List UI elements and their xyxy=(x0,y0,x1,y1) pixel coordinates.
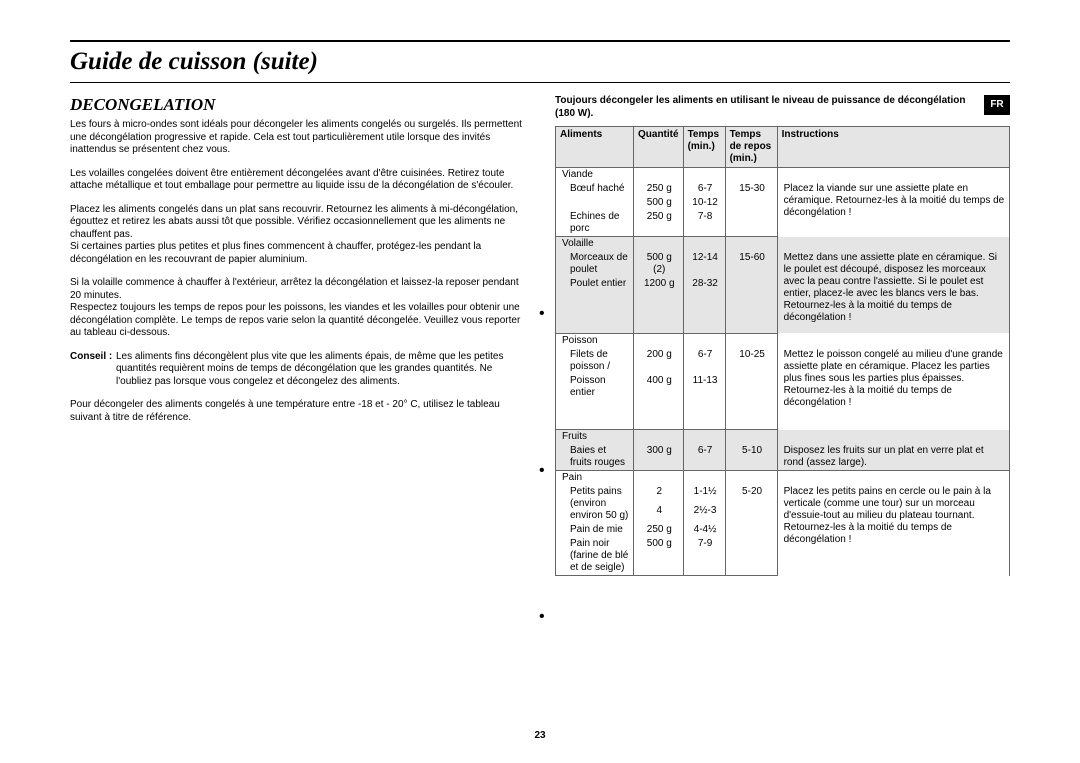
cat-pain: Pain xyxy=(556,471,1010,486)
defrost-table: Aliments Quantité Temps (min.) Temps de … xyxy=(555,126,1010,576)
cat-poisson: Poisson xyxy=(556,333,1010,348)
conseil-text: Les aliments fins décongèlent plus vite … xyxy=(116,351,521,389)
conseil-label: Conseil : xyxy=(70,351,112,362)
para-4: Si certaines parties plus petites et plu… xyxy=(70,241,525,266)
table-header-row: Aliments Quantité Temps (min.) Temps de … xyxy=(556,127,1010,168)
th-temps: Temps (min.) xyxy=(683,127,725,168)
para-2: Les volailles congelées doivent être ent… xyxy=(70,168,525,193)
gutter-bullet-icon: • xyxy=(539,608,545,626)
row-boeuf-1: Bœuf haché 250 g 6-7 15-30 Placez la via… xyxy=(556,182,1010,196)
para-3: Placez les aliments congelés dans un pla… xyxy=(70,204,525,242)
section-heading: DECONGELATION xyxy=(70,95,525,115)
gutter-bullet-icon: • xyxy=(539,462,545,480)
right-column: FR Toujours décongeler les aliments en u… xyxy=(555,95,1010,576)
cat-viande: Viande xyxy=(556,168,1010,183)
th-quantite: Quantité xyxy=(634,127,684,168)
row-filets: Filets de poisson / 200 g 6-7 10-25 Mett… xyxy=(556,348,1010,374)
left-column: DECONGELATION Les fours à micro-ondes so… xyxy=(70,95,525,576)
row-petits-1: Petits pains (environ environ 50 g) 2 1-… xyxy=(556,485,1010,504)
gutter-bullet-icon: • xyxy=(539,305,545,323)
row-morceaux: Morceaux de poulet 500 g (2) 12-14 15-60… xyxy=(556,251,1010,277)
page-number: 23 xyxy=(0,730,1080,741)
cat-volaille: Volaille xyxy=(556,237,1010,252)
th-instructions: Instructions xyxy=(777,127,1009,168)
conseil-block: Conseil : Les aliments fins décongèlent p… xyxy=(70,351,525,389)
th-repos: Temps de repos (min.) xyxy=(725,127,777,168)
para-5: Si la volaille commence à chauffer à l'e… xyxy=(70,277,525,302)
th-aliments: Aliments xyxy=(556,127,634,168)
content-columns: DECONGELATION Les fours à micro-ondes so… xyxy=(70,95,1010,576)
page-title: Guide de cuisson (suite) xyxy=(70,46,1010,82)
row-baies: Baies et fruits rouges 300 g 6-7 5-10 Di… xyxy=(556,444,1010,471)
para-7: Pour décongeler des aliments congelés à … xyxy=(70,399,525,424)
title-rule xyxy=(70,82,1010,83)
cat-fruits: Fruits xyxy=(556,430,1010,445)
right-intro: Toujours décongeler les aliments en util… xyxy=(555,95,1010,120)
top-rule xyxy=(70,40,1010,42)
para-1: Les fours à micro-ondes sont idéals pour… xyxy=(70,119,525,157)
para-6: Respectez toujours les temps de repos po… xyxy=(70,302,525,340)
language-badge: FR xyxy=(984,95,1010,115)
